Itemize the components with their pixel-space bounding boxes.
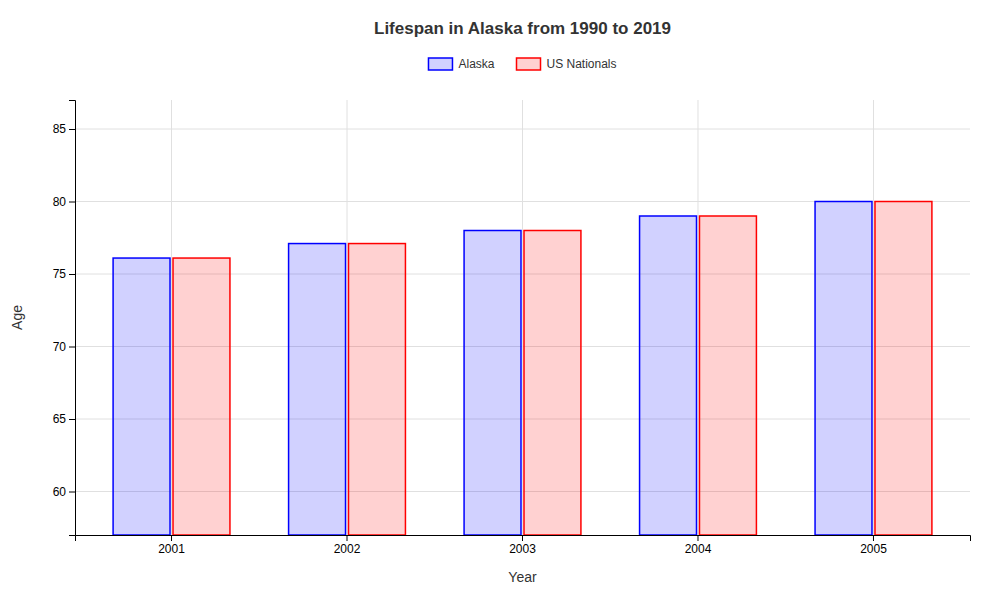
tick: 60 [53,485,75,499]
tick-label: 2005 [860,542,887,556]
legend-swatch [517,58,541,70]
bar [173,258,230,535]
grid-line-x [697,100,698,535]
tick: 2004 [685,535,712,556]
bar [464,231,521,536]
tick-mark [522,535,523,541]
legend-label: Alaska [458,57,494,71]
bar [113,258,170,535]
legend-item: Alaska [428,57,494,71]
bar [640,216,697,535]
y-axis-title: Age [9,305,25,330]
plot: 2001 2002 2003 2004 2005 60 65 70 75 80 85 [53,100,971,556]
bar-series [173,202,932,536]
tick-mark [69,347,75,348]
grid [75,100,970,535]
tick-label: 70 [53,340,67,354]
tick-mark [69,274,75,275]
tick: 2001 [158,535,185,556]
tick-label: 2002 [334,542,361,556]
bar [875,202,932,536]
grid-line-x [873,100,874,535]
tick-label: 75 [53,267,67,281]
axis-line [76,536,971,542]
tick-label: 2001 [158,542,185,556]
legend-label: US Nationals [547,57,617,71]
tick-mark [69,492,75,493]
grid-line-x [171,100,172,535]
tick-mark [697,535,698,541]
axis-line [69,101,76,536]
tick-mark [69,129,75,130]
grid-line-x [522,100,523,535]
y-axis: 60 65 70 75 80 85 [53,101,76,536]
tick-mark [347,535,348,541]
bar [289,244,346,535]
x-axis-title: Year [508,569,537,585]
tick: 70 [53,340,75,354]
tick-label: 85 [53,122,67,136]
tick: 2002 [334,535,361,556]
x-axis: 2001 2002 2003 2004 2005 [76,535,971,556]
tick: 65 [53,412,75,426]
tick-mark [69,419,75,420]
legend: Alaska US Nationals [428,57,616,71]
title: Lifespan in Alaska from 1990 to 2019 [374,19,671,38]
tick-label: 2003 [509,542,536,556]
tick: 2003 [509,535,536,556]
tick-mark [873,535,874,541]
tick-label: 2004 [685,542,712,556]
tick-mark [171,535,172,541]
tick: 85 [53,122,75,136]
tick-mark [69,202,75,203]
bar [349,244,406,535]
tick-label: 60 [53,485,67,499]
bar [524,231,581,536]
tick: 75 [53,267,75,281]
tick-label: 65 [53,412,67,426]
bar-series [113,202,872,536]
bar [815,202,872,536]
grid-line-x [347,100,348,535]
tick-label: 80 [53,195,67,209]
tick: 80 [53,195,75,209]
legend-item: US Nationals [517,57,617,71]
bar [699,216,756,535]
bars [113,202,932,536]
chart: 2001 2002 2003 2004 2005 60 65 70 75 80 85 Year Age L… [0,0,1000,600]
tick: 2005 [860,535,887,556]
legend-swatch [428,58,452,70]
